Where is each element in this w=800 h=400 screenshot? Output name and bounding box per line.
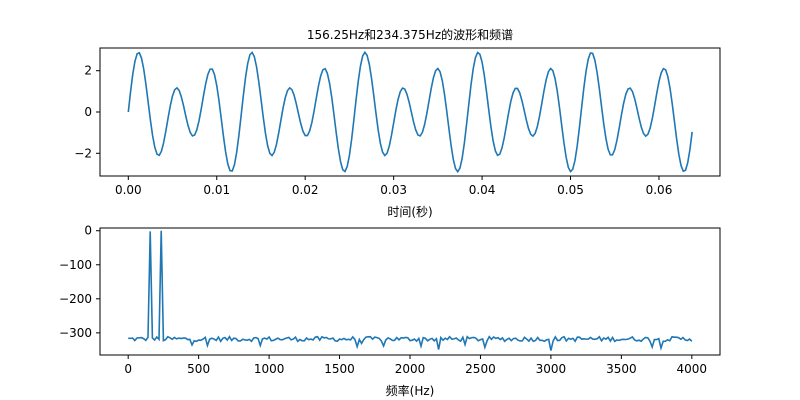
waveform-x-tick-label: 0.03 xyxy=(380,183,407,197)
waveform-x-tick-label: 0.05 xyxy=(557,183,584,197)
waveform-x-tick-label: 0.01 xyxy=(203,183,230,197)
spectrum-line xyxy=(128,230,693,352)
spectrum-y-tick-label: −300 xyxy=(59,326,92,340)
waveform-y-tick-label: −2 xyxy=(74,146,92,160)
waveform-y-ticks: 2 0 −2 xyxy=(74,64,100,160)
waveform-x-tick-label: 0.06 xyxy=(646,183,673,197)
spectrum-x-tick-label: 1500 xyxy=(324,362,355,376)
spectrum-x-axis-label: 频率(Hz) xyxy=(386,383,435,398)
waveform-x-tick-label: 0.04 xyxy=(469,183,496,197)
waveform-x-tick-label: 0.00 xyxy=(115,183,142,197)
spectrum-x-tick-label: 1000 xyxy=(254,362,285,376)
spectrum-x-tick-label: 2500 xyxy=(465,362,496,376)
spectrum-x-tick-label: 3000 xyxy=(536,362,567,376)
waveform-plot: 0.00 0.01 0.02 0.03 0.04 0.05 0.06 2 0 −2 时间(秒) xyxy=(74,47,721,219)
spectrum-x-tick-label: 3500 xyxy=(606,362,637,376)
spectrum-plot: 0 500 1000 1500 2000 2500 3000 3500 4000 0 −100 −2… xyxy=(59,224,721,398)
chart-title: 156.25Hz和234.375Hz的波形和频谱 xyxy=(307,27,513,42)
waveform-y-tick-label: 0 xyxy=(84,105,92,119)
waveform-x-tick-label: 0.02 xyxy=(292,183,319,197)
spectrum-y-tick-label: −100 xyxy=(59,258,92,272)
waveform-line xyxy=(127,50,693,174)
spectrum-y-tick-label: 0 xyxy=(84,224,92,238)
spectrum-x-tick-label: 500 xyxy=(187,362,210,376)
waveform-x-ticks: 0.00 0.01 0.02 0.03 0.04 0.05 0.06 xyxy=(115,176,672,197)
spectrum-y-tick-label: −200 xyxy=(59,292,92,306)
waveform-y-tick-label: 2 xyxy=(84,64,92,78)
spectrum-x-tick-label: 4000 xyxy=(677,362,708,376)
waveform-x-axis-label: 时间(秒) xyxy=(387,205,432,219)
spectrum-x-tick-label: 2000 xyxy=(395,362,426,376)
spectrum-x-tick-label: 0 xyxy=(124,362,132,376)
spectrum-y-ticks: 0 −100 −200 −300 xyxy=(59,224,100,340)
spectrum-x-ticks: 0 500 1000 1500 2000 2500 3000 3500 4000 xyxy=(124,355,707,376)
